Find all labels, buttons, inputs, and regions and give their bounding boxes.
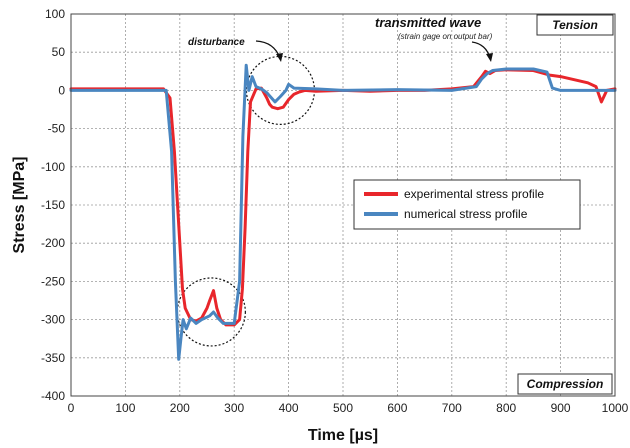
y-tick-label: -350: [41, 351, 65, 365]
compression-label: Compression: [527, 377, 604, 391]
legend-label-numerical: numerical stress profile: [404, 207, 528, 221]
y-tick-label: -250: [41, 274, 65, 288]
y-tick-label: -50: [48, 122, 66, 136]
transmitted-wave-arrow-head: [486, 53, 493, 62]
disturbance-arrow-head: [276, 53, 283, 62]
strain-gage-note: (strain gage on output bar): [398, 32, 493, 41]
y-tick-label: -200: [41, 236, 65, 250]
series-lines: [69, 63, 617, 361]
x-tick-label: 200: [170, 401, 190, 415]
x-tick-label: 500: [333, 401, 353, 415]
y-tick-label: -100: [41, 160, 65, 174]
x-tick-label: 900: [551, 401, 571, 415]
annotation-circle: [176, 277, 246, 347]
y-tick-label: -300: [41, 313, 65, 327]
plot-frame: [70, 13, 616, 397]
x-axis-title: Time [µs]: [308, 427, 378, 444]
legend: experimental stress profile numerical st…: [353, 179, 581, 230]
x-tick-label: 700: [442, 401, 462, 415]
y-tick-label: 100: [45, 7, 65, 21]
y-tick-label: -400: [41, 389, 65, 403]
series-line-numerical: [69, 63, 617, 361]
x-tick-label: 1000: [602, 401, 629, 415]
y-axis-title: Stress [MPa]: [11, 157, 28, 254]
x-tick-label: 800: [496, 401, 516, 415]
tension-label: Tension: [552, 18, 598, 32]
y-tick-label: 50: [52, 45, 66, 59]
transmitted-wave-label: transmitted wave: [375, 15, 481, 30]
x-tick-label: 600: [387, 401, 407, 415]
x-tick-label: 300: [224, 401, 244, 415]
tension-label-box: Tension: [536, 14, 614, 36]
x-tick-label: 100: [115, 401, 135, 415]
disturbance-label: disturbance: [188, 37, 245, 48]
y-tick-label: 0: [58, 83, 65, 97]
compression-label-box: Compression: [517, 373, 613, 395]
x-tick-label: 400: [279, 401, 299, 415]
x-tick-label: 0: [68, 401, 75, 415]
y-tick-label: -150: [41, 198, 65, 212]
legend-label-experimental: experimental stress profile: [404, 187, 544, 201]
tick-labels: 0 100 200 300 400 500 600 700 800 900 1000100500-5…: [41, 7, 629, 415]
